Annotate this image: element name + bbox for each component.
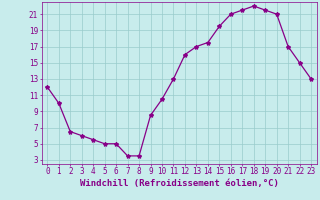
X-axis label: Windchill (Refroidissement éolien,°C): Windchill (Refroidissement éolien,°C) (80, 179, 279, 188)
